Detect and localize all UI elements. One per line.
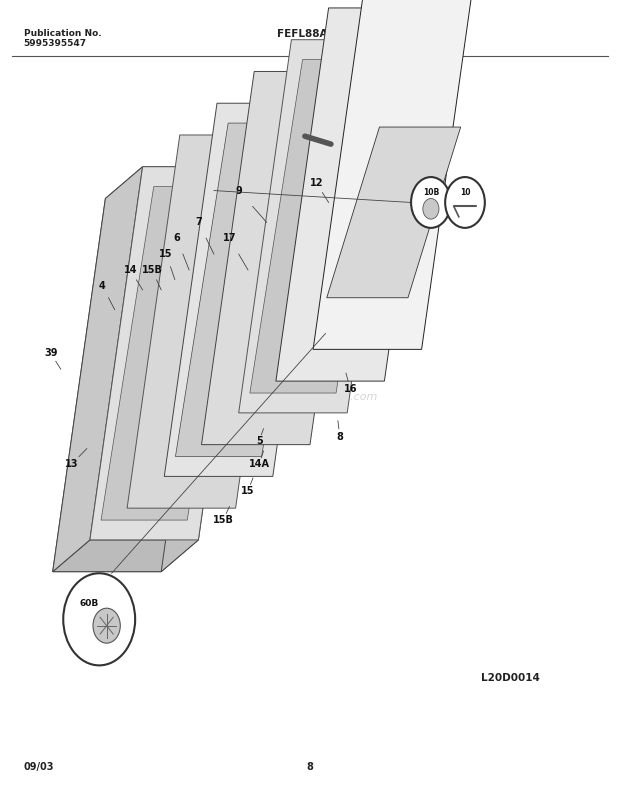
Circle shape <box>445 177 485 228</box>
Text: Publication No.: Publication No. <box>24 29 101 37</box>
Text: 10B: 10B <box>423 187 439 197</box>
Polygon shape <box>175 123 314 457</box>
Polygon shape <box>276 8 437 381</box>
Text: eReplacementParts.com: eReplacementParts.com <box>242 392 378 402</box>
Text: 5: 5 <box>256 436 262 445</box>
Text: 8: 8 <box>336 432 343 441</box>
Circle shape <box>93 608 120 643</box>
Text: 12: 12 <box>309 178 323 187</box>
Text: 14: 14 <box>123 265 137 275</box>
Text: 16: 16 <box>343 384 357 394</box>
Circle shape <box>411 177 451 228</box>
Text: 13: 13 <box>64 460 78 469</box>
Text: 15B: 15B <box>141 265 162 275</box>
Text: 4: 4 <box>99 281 105 291</box>
Polygon shape <box>164 103 326 476</box>
Polygon shape <box>101 187 240 520</box>
Text: 15: 15 <box>159 249 173 259</box>
Polygon shape <box>53 198 214 572</box>
Circle shape <box>423 198 439 219</box>
Text: 09/03: 09/03 <box>24 761 54 772</box>
Text: FEFL88ACC: FEFL88ACC <box>277 29 343 39</box>
Text: 10: 10 <box>460 187 470 197</box>
Polygon shape <box>327 127 461 298</box>
Polygon shape <box>127 135 288 508</box>
Polygon shape <box>202 71 363 445</box>
Text: 15B: 15B <box>213 515 234 525</box>
Polygon shape <box>161 167 251 572</box>
Circle shape <box>63 573 135 665</box>
Polygon shape <box>250 60 389 393</box>
Polygon shape <box>105 167 251 198</box>
Text: 60B: 60B <box>79 599 99 608</box>
Text: 9: 9 <box>236 186 242 195</box>
Polygon shape <box>239 40 400 413</box>
Text: 15: 15 <box>241 486 255 495</box>
Text: 17: 17 <box>223 233 236 243</box>
Text: 14A: 14A <box>249 460 270 469</box>
Text: 7: 7 <box>195 218 202 227</box>
Text: DOOR: DOOR <box>291 46 329 59</box>
Text: 6: 6 <box>174 233 180 243</box>
Text: L20D0014: L20D0014 <box>480 673 539 683</box>
Text: 8: 8 <box>306 761 314 772</box>
Polygon shape <box>313 0 474 349</box>
Polygon shape <box>53 540 198 572</box>
Text: 39: 39 <box>44 349 58 358</box>
Polygon shape <box>90 167 251 540</box>
Text: 5995395547: 5995395547 <box>24 39 87 48</box>
Polygon shape <box>53 167 143 572</box>
